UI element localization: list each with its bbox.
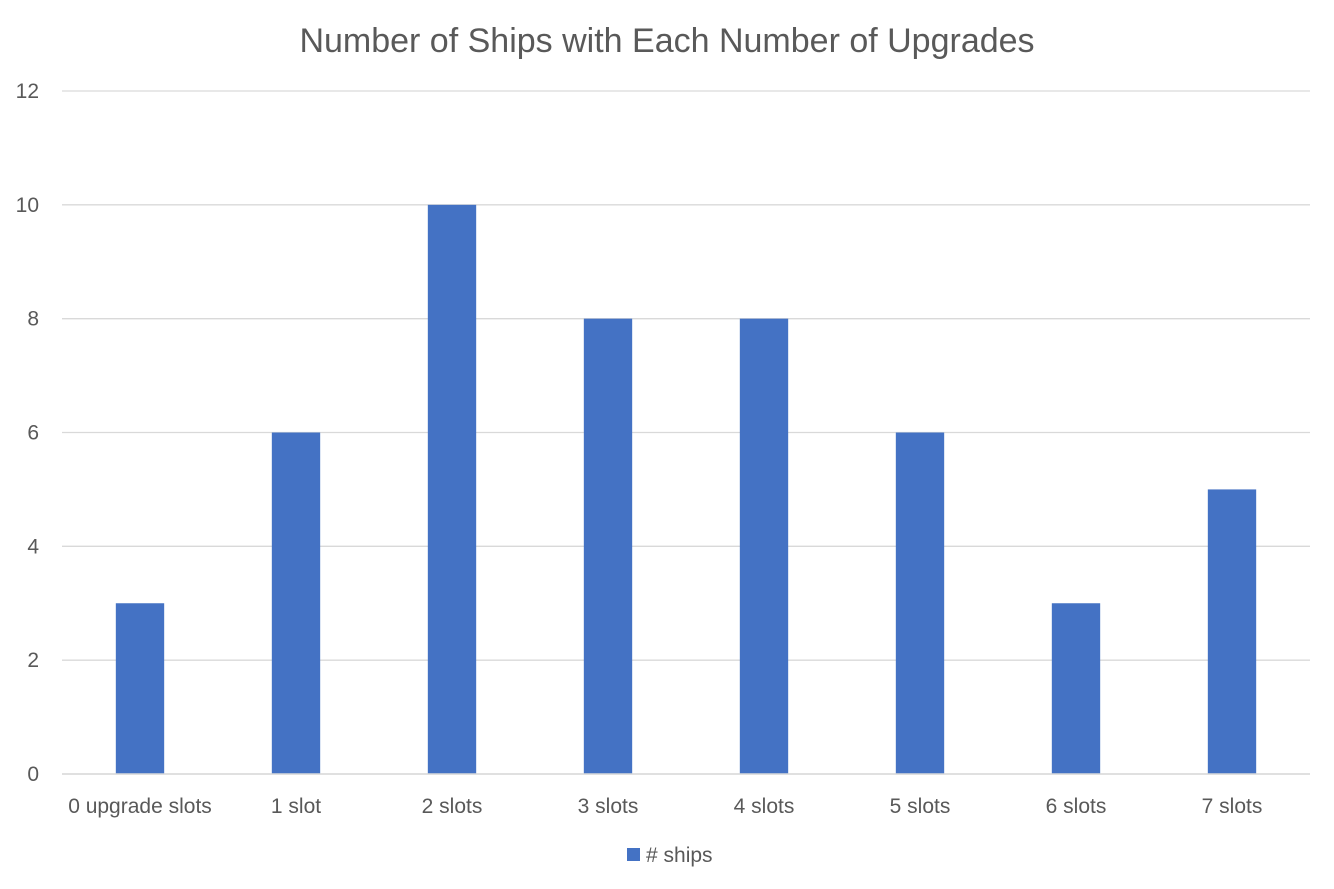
y-tick-label-2: 2 bbox=[27, 649, 39, 672]
legend: # ships bbox=[627, 844, 713, 867]
y-tick-label-12: 12 bbox=[16, 80, 39, 103]
x-tick-label-2: 2 slots bbox=[422, 795, 483, 818]
x-tick-label-1: 1 slot bbox=[271, 795, 321, 818]
bar-3-slots bbox=[583, 318, 633, 774]
y-tick-label-10: 10 bbox=[16, 194, 39, 217]
bar-1-slot bbox=[271, 432, 321, 774]
y-tick-label-6: 6 bbox=[27, 422, 39, 445]
bar-2-slots bbox=[427, 204, 477, 775]
bar-5-slots bbox=[895, 432, 945, 774]
chart-title: Number of Ships with Each Number of Upgr… bbox=[299, 22, 1034, 60]
bar-0-upgrade-slots bbox=[115, 603, 165, 774]
legend-label-ships: # ships bbox=[646, 844, 713, 867]
y-tick-label-4: 4 bbox=[27, 535, 39, 558]
gridlines bbox=[62, 90, 1310, 775]
y-tick-label-8: 8 bbox=[27, 308, 39, 331]
x-tick-label-0: 0 upgrade slots bbox=[68, 795, 212, 818]
bar-4-slots bbox=[739, 318, 789, 774]
y-axis: 0 2 4 6 8 10 12 bbox=[16, 80, 40, 786]
bars bbox=[115, 204, 1257, 775]
legend-swatch-ships bbox=[627, 848, 640, 861]
bar-6-slots bbox=[1051, 603, 1101, 774]
x-axis: 0 upgrade slots 1 slot 2 slots 3 slots 4 slo… bbox=[62, 773, 1310, 818]
x-tick-label-7: 7 slots bbox=[1202, 795, 1263, 818]
x-tick-label-6: 6 slots bbox=[1046, 795, 1107, 818]
x-tick-label-3: 3 slots bbox=[578, 795, 639, 818]
x-tick-label-5: 5 slots bbox=[890, 795, 951, 818]
bar-7-slots bbox=[1207, 489, 1257, 774]
y-tick-label-0: 0 bbox=[27, 763, 39, 786]
x-tick-label-4: 4 slots bbox=[734, 795, 795, 818]
